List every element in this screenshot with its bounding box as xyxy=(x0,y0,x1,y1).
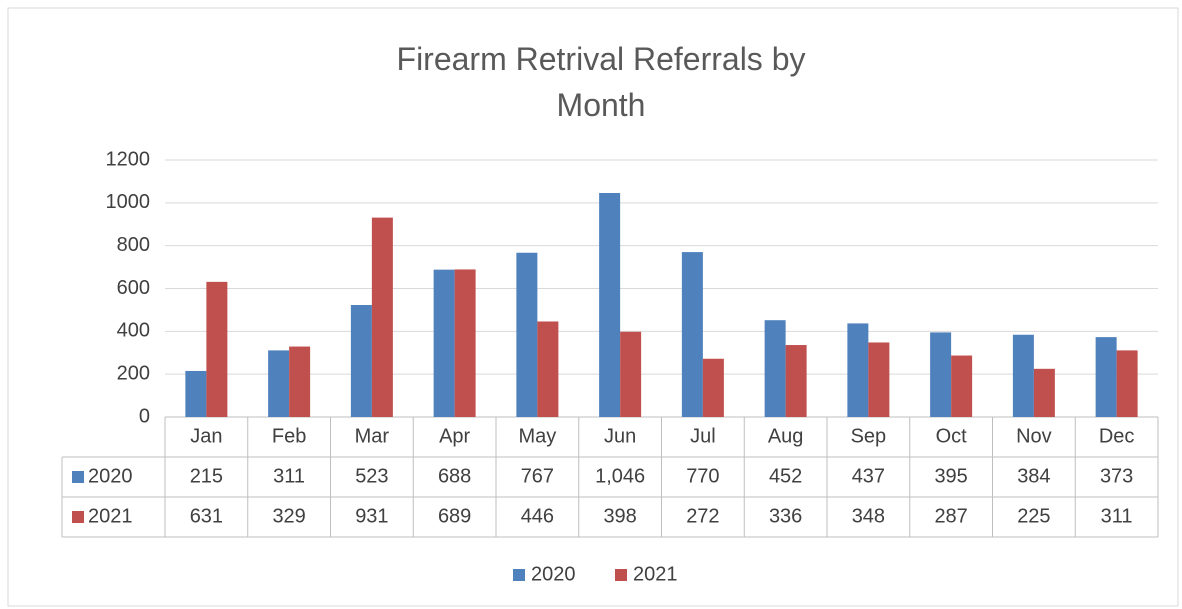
table-cell: 215 xyxy=(190,465,223,487)
table-cell: 931 xyxy=(355,505,388,527)
table-cell: 373 xyxy=(1100,465,1133,487)
bar xyxy=(951,355,973,417)
table-cell: 437 xyxy=(852,465,885,487)
table-cell: 452 xyxy=(769,465,802,487)
x-tick-label: Dec xyxy=(1099,425,1135,447)
y-tick-label: 1000 xyxy=(106,191,151,213)
table-cell: 631 xyxy=(190,505,223,527)
x-tick-label: Mar xyxy=(355,425,390,447)
bar xyxy=(185,370,207,417)
chart-title: Firearm Retrival Referrals by Month xyxy=(396,41,806,123)
table-series-label: 2021 xyxy=(88,505,133,527)
table-cell: 767 xyxy=(521,465,554,487)
table-cell: 689 xyxy=(438,505,471,527)
bar xyxy=(785,345,807,417)
x-tick-label: May xyxy=(518,425,556,447)
table-cell: 311 xyxy=(1101,505,1133,527)
y-tick-label: 0 xyxy=(139,405,150,427)
table-cell: 1,046 xyxy=(595,465,645,487)
bar xyxy=(1116,350,1138,417)
x-tick-label: Jul xyxy=(690,425,716,447)
x-tick-label: Jun xyxy=(604,425,636,447)
table-cell: 688 xyxy=(438,465,471,487)
table-series-label: 2020 xyxy=(88,465,133,487)
x-tick-label: Jan xyxy=(190,425,222,447)
table-cell: 446 xyxy=(521,505,554,527)
y-tick-label: 200 xyxy=(117,362,150,384)
bar xyxy=(930,332,952,417)
table-legend-key xyxy=(72,511,84,523)
table-cell: 311 xyxy=(273,465,305,487)
bar xyxy=(1095,337,1117,417)
bar xyxy=(289,346,311,417)
x-tick-label: Sep xyxy=(851,425,887,447)
table-cell: 225 xyxy=(1017,505,1050,527)
y-tick-label: 400 xyxy=(117,320,150,342)
bar xyxy=(537,321,559,417)
bar xyxy=(433,269,455,417)
bar xyxy=(1012,334,1034,417)
bar xyxy=(599,192,621,417)
legend-label: 2020 xyxy=(531,563,576,585)
bar xyxy=(702,358,724,417)
x-tick-label: Apr xyxy=(439,425,470,447)
bar xyxy=(454,269,476,417)
table-cell: 770 xyxy=(686,465,719,487)
table-cell: 287 xyxy=(934,505,967,527)
table-legend-key xyxy=(72,471,84,483)
x-tick-label: Oct xyxy=(936,425,968,447)
bar xyxy=(350,304,372,417)
bar xyxy=(868,342,890,417)
table-cell: 384 xyxy=(1017,465,1050,487)
bar xyxy=(847,323,869,417)
bar xyxy=(681,252,703,417)
legend-key xyxy=(513,569,525,581)
bar xyxy=(206,281,228,417)
x-tick-label: Nov xyxy=(1016,425,1052,447)
legend-key xyxy=(615,569,627,581)
table-cell: 348 xyxy=(852,505,885,527)
table-cell: 329 xyxy=(272,505,305,527)
table-cell: 395 xyxy=(934,465,967,487)
x-tick-label: Feb xyxy=(272,425,306,447)
bar xyxy=(764,320,786,417)
y-tick-label: 600 xyxy=(117,277,150,299)
bar xyxy=(268,350,290,417)
bar xyxy=(371,217,393,417)
table-cell: 272 xyxy=(686,505,719,527)
chart-border xyxy=(7,7,1179,607)
y-tick-label: 1200 xyxy=(106,148,151,170)
bar xyxy=(620,331,642,417)
bar xyxy=(516,252,538,417)
bar xyxy=(1033,368,1055,417)
legend-label: 2021 xyxy=(633,563,678,585)
x-tick-label: Aug xyxy=(768,425,804,447)
table-cell: 523 xyxy=(355,465,388,487)
y-tick-label: 800 xyxy=(117,234,150,256)
table-cell: 398 xyxy=(603,505,636,527)
table-cell: 336 xyxy=(769,505,802,527)
